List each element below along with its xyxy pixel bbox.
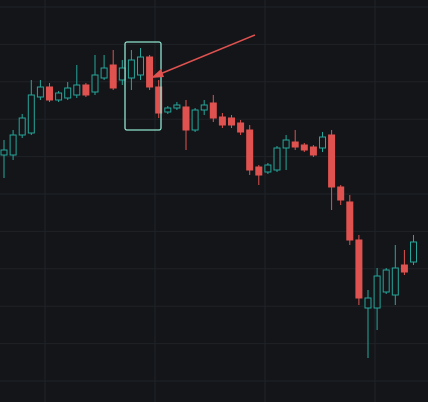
- candles: [0, 48, 417, 358]
- candle-body: [182, 106, 190, 131]
- candle-body: [155, 86, 163, 114]
- candle-body: [91, 74, 99, 93]
- candle-body: [46, 86, 53, 101]
- candle-body: [382, 269, 390, 293]
- candle-body: [400, 264, 408, 273]
- candle-body: [309, 146, 317, 156]
- candle-body: [127, 59, 135, 79]
- candle-body: [218, 116, 226, 126]
- candle-body: [200, 104, 208, 111]
- candle-body: [209, 102, 217, 119]
- highlight-box: [124, 41, 162, 131]
- candle-body: [173, 104, 181, 109]
- candle-body: [246, 129, 254, 171]
- arrow-head: [151, 69, 164, 78]
- candle-body: [100, 67, 108, 79]
- candle-body: [109, 64, 117, 89]
- candle-body: [164, 107, 172, 113]
- candle-body: [82, 84, 90, 96]
- candle-body: [55, 92, 63, 101]
- candle-body: [337, 186, 345, 201]
- candle-body: [300, 144, 308, 151]
- candle-body: [64, 87, 72, 99]
- candle-body: [319, 136, 326, 149]
- candle-body: [9, 134, 17, 156]
- candle-body: [191, 109, 199, 131]
- arrow: [151, 34, 256, 78]
- candle-body: [228, 117, 235, 126]
- arrow-line: [159, 34, 256, 75]
- candle-body: [255, 166, 263, 176]
- candle-body: [373, 275, 381, 309]
- candle-body: [0, 149, 8, 156]
- candle-body: [137, 56, 144, 76]
- candle-body: [27, 94, 35, 134]
- candle-body: [264, 164, 272, 173]
- candle-body: [410, 241, 417, 263]
- candle-body: [282, 139, 290, 149]
- candle-body: [391, 267, 399, 296]
- candle-body: [146, 56, 154, 88]
- candle-body: [364, 297, 372, 309]
- candle-body: [355, 239, 363, 299]
- candle-body: [73, 84, 81, 96]
- candle-body: [291, 141, 299, 148]
- candle-body: [273, 147, 281, 171]
- candle-body: [18, 117, 26, 136]
- candle-body: [346, 201, 354, 241]
- candle-body: [328, 134, 336, 188]
- candle-body: [36, 86, 44, 98]
- candle-body: [237, 122, 245, 133]
